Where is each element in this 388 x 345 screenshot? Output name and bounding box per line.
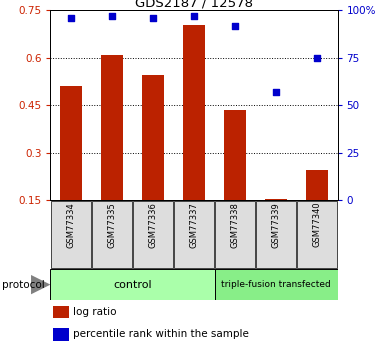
Bar [100,55,123,200]
Text: log ratio: log ratio [73,307,117,317]
Bar [306,170,328,200]
Point [109,13,115,19]
Point [150,15,156,21]
Text: GSM77337: GSM77337 [189,202,199,248]
Point [232,23,238,28]
Bar [297,201,337,268]
Bar [133,201,173,268]
Bar [265,198,287,200]
Title: GDS2187 / 12578: GDS2187 / 12578 [135,0,253,9]
Bar [53,306,69,318]
Text: GSM77340: GSM77340 [313,202,322,247]
Bar [50,269,215,300]
Text: GSM77336: GSM77336 [149,202,158,248]
Text: protocol: protocol [2,280,45,289]
Polygon shape [31,275,50,294]
Bar [60,86,82,200]
Bar [92,201,132,268]
Point [273,89,279,95]
Text: percentile rank within the sample: percentile rank within the sample [73,329,249,339]
Bar [51,201,91,268]
Bar [256,201,296,268]
Bar [53,328,69,341]
Bar [142,75,164,200]
Bar [215,201,255,268]
Bar [174,201,214,268]
Text: triple-fusion transfected: triple-fusion transfected [221,280,331,289]
Bar [183,24,205,200]
Text: GSM77339: GSM77339 [272,202,281,248]
Text: control: control [113,280,152,289]
Point [314,55,320,61]
Text: GSM77338: GSM77338 [230,202,239,248]
Point [68,15,74,21]
Bar [224,110,246,200]
Text: GSM77334: GSM77334 [66,202,75,248]
Point [191,13,197,19]
Bar [215,269,338,300]
Text: GSM77335: GSM77335 [107,202,116,248]
